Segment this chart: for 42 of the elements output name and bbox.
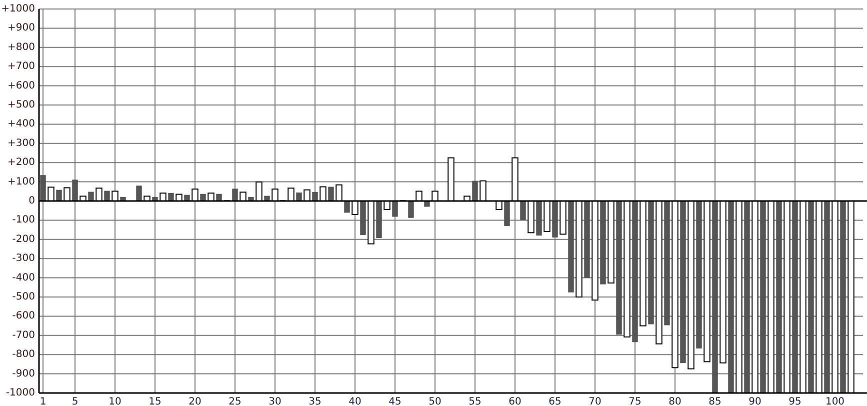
y-tick-label: +700 [8, 61, 35, 72]
y-tick-label: +800 [8, 42, 35, 53]
y-tick-label: -700 [12, 330, 35, 341]
x-tick-label: 10 [108, 396, 122, 406]
y-tick-label: +300 [8, 138, 35, 149]
y-tick-label: +600 [8, 80, 35, 92]
x-tick-label: 65 [548, 396, 562, 406]
y-tick-label: +1000 [1, 4, 35, 14]
y-tick-label: +200 [8, 157, 35, 168]
x-tick-label: 80 [668, 396, 682, 406]
x-tick-label: 55 [468, 396, 482, 406]
x-tick-label: 5 [72, 396, 78, 406]
y-tick-label: +500 [8, 100, 35, 110]
y-tick-label: +400 [8, 118, 35, 130]
x-tick-label: 40 [348, 396, 362, 406]
x-tick-label: 45 [388, 396, 402, 406]
y-tick-label: -500 [12, 292, 35, 302]
x-tick-label: 30 [268, 396, 282, 406]
x-tick-label: 1 [40, 396, 46, 406]
y-tick-label: -600 [12, 310, 35, 322]
y-tick-label: -400 [12, 272, 35, 284]
x-tick-label: 100 [825, 396, 845, 406]
x-tick-label: 90 [748, 396, 762, 406]
x-tick-label: 15 [148, 396, 162, 406]
y-tick-label: -100 [12, 214, 35, 226]
y-tick-label: -800 [12, 349, 35, 360]
x-tick-label: 25 [228, 396, 242, 406]
y-tick-label: -1000 [6, 388, 35, 398]
y-tick-label: -300 [12, 253, 35, 264]
x-tick-label: 60 [508, 396, 522, 406]
y-tick-label: -900 [12, 368, 35, 380]
y-tick-label: 0 [28, 196, 35, 206]
y-tick-label: +100 [8, 176, 35, 188]
x-tick-label: 20 [188, 396, 202, 406]
x-tick-label: 35 [308, 396, 322, 406]
x-tick-label: 95 [788, 396, 802, 406]
y-tick-label: +900 [8, 22, 35, 34]
x-tick-label: 50 [428, 396, 442, 406]
x-tick-label: 75 [628, 396, 642, 406]
x-tick-label: 85 [708, 396, 722, 406]
y-tick-label: -200 [12, 234, 35, 245]
x-tick-label: 70 [588, 396, 602, 406]
